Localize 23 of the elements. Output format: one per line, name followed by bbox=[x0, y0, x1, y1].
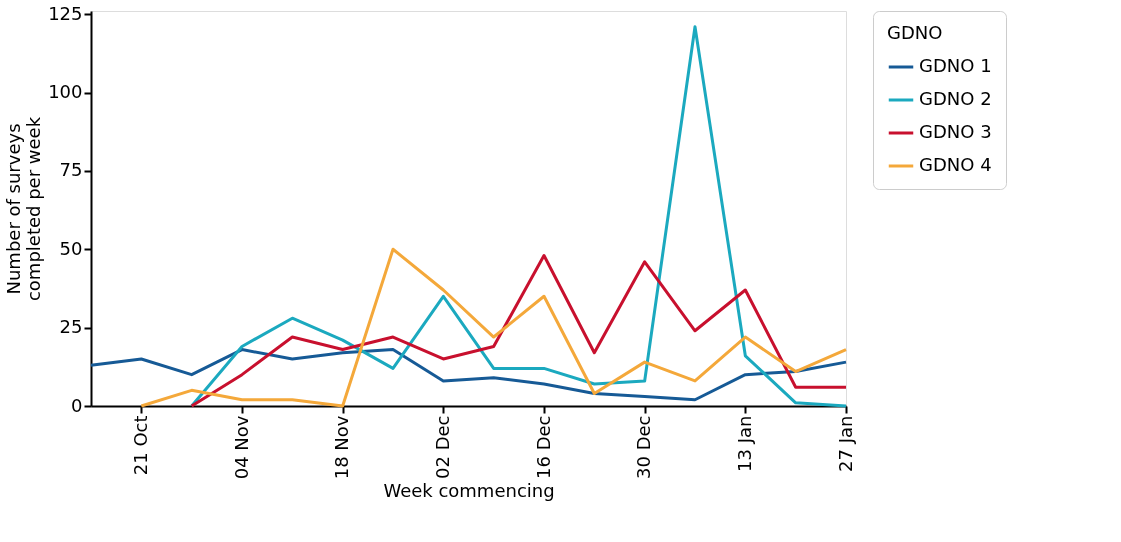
x-tick-label: 21 Oct bbox=[129, 415, 151, 476]
y-tick-label: 25 bbox=[59, 316, 83, 338]
legend-label: GDNO 3 bbox=[919, 121, 992, 142]
y-tick-label: 50 bbox=[59, 237, 83, 259]
x-tick-label: 13 Jan bbox=[733, 415, 755, 472]
y-tick-label: 100 bbox=[48, 81, 83, 103]
y-axis-title: Number of surveys completed per week bbox=[3, 116, 45, 302]
y-tick-label: 125 bbox=[48, 2, 83, 24]
x-tick-label: 16 Dec bbox=[532, 415, 554, 479]
line-series bbox=[89, 348, 848, 402]
x-tick-label: 04 Nov bbox=[230, 415, 252, 480]
x-tick-label: 18 Nov bbox=[331, 415, 353, 480]
y-tick-label: 75 bbox=[59, 159, 83, 181]
legend-title: GDNO bbox=[887, 22, 943, 43]
x-tick-label: 02 Dec bbox=[431, 415, 453, 479]
x-axis-title: Week commencing bbox=[383, 480, 555, 502]
y-tick-label: 0 bbox=[71, 394, 83, 416]
legend-label: GDNO 2 bbox=[919, 88, 992, 109]
x-tick-label: 30 Dec bbox=[633, 415, 655, 479]
legend-label: GDNO 1 bbox=[919, 55, 992, 76]
legend-label: GDNO 4 bbox=[919, 154, 992, 175]
x-tick-label: 27 Jan bbox=[834, 415, 856, 472]
line-series bbox=[190, 25, 848, 408]
